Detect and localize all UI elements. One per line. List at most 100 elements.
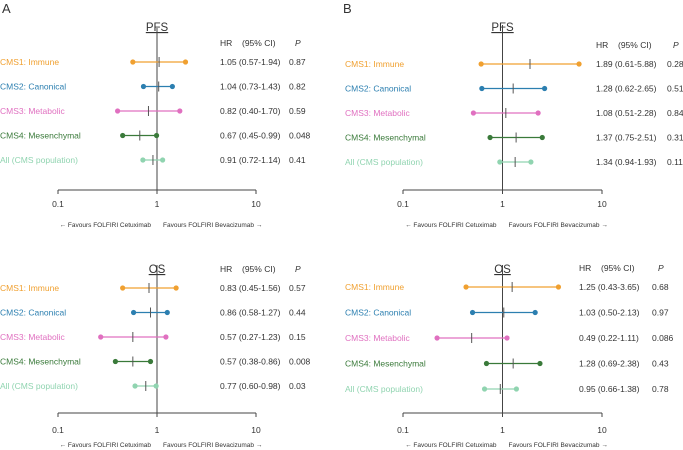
chart-a-os-header-ci: (95% CI) bbox=[242, 264, 276, 274]
chart-a-os-cms1-hr-text: 0.83 (0.45-1.56) bbox=[220, 283, 281, 293]
chart-b-os-all-p-value: 0.78 bbox=[652, 384, 669, 394]
chart-b-os-cms3-ci-upper bbox=[504, 335, 510, 341]
chart-a-os-tick-label: 0.1 bbox=[52, 425, 64, 435]
chart-a-os-cms3-label: CMS3: Metabolic bbox=[0, 332, 65, 342]
chart-b-pfs-cms4-label: CMS4: Mesenchymal bbox=[345, 133, 426, 143]
chart-b-pfs-header-ci: (95% CI) bbox=[618, 40, 652, 50]
chart-a-os-cms2-p-value: 0.44 bbox=[289, 308, 306, 318]
chart-b-pfs-cms3-ci-upper bbox=[535, 110, 541, 116]
chart-a-os-cms1-ci-lower bbox=[120, 285, 126, 291]
chart-b-pfs-cms2-ci-lower bbox=[479, 85, 485, 92]
chart-b-os-cms2-label: CMS2: Canonical bbox=[345, 308, 411, 318]
chart-a-pfs-favours-right: Favours FOLFIRI Bevacizumab → bbox=[163, 222, 262, 229]
panel-letter-a: A bbox=[2, 1, 11, 16]
chart-a-os-cms3-ci-lower bbox=[98, 334, 104, 340]
chart-a-pfs-cms1-label: CMS1: Immune bbox=[0, 57, 59, 67]
chart-b-pfs-tick-label: 10 bbox=[597, 199, 607, 209]
panel-letter-b: B bbox=[343, 1, 352, 16]
chart-a-os-cms4-ci-lower bbox=[112, 358, 118, 365]
chart-a-pfs-cms2-label: CMS2: Canonical bbox=[0, 82, 66, 92]
chart-b-os-cms1-hr-text: 1.25 (0.43-3.65) bbox=[579, 282, 640, 292]
chart-a-pfs-cms4-label: CMS4: Mesenchymal bbox=[0, 131, 81, 141]
chart-a-os-cms2-label: CMS2: Canonical bbox=[0, 308, 66, 318]
chart-b-os-tick-label: 0.1 bbox=[397, 425, 409, 435]
chart-b-pfs-favours-right: Favours FOLFIRI Bevacizumab → bbox=[509, 222, 608, 229]
chart-b-os-favours-left: ← Favours FOLFIRI Cetuximab bbox=[405, 442, 497, 449]
chart-a-os-cms4-ci-upper bbox=[147, 358, 154, 365]
chart-b-os-cms3-label: CMS3: Metabolic bbox=[345, 333, 410, 343]
chart-b-os-header-hr: HR bbox=[579, 263, 591, 273]
chart-b-pfs-cms1-label: CMS1: Immune bbox=[345, 59, 404, 69]
chart-a-os-all-p-value: 0.03 bbox=[289, 381, 306, 391]
chart-b-pfs-cms3-label: CMS3: Metabolic bbox=[345, 108, 410, 118]
chart-b-os-cms1-label: CMS1: Immune bbox=[345, 282, 404, 292]
chart-a-os-cms4-hr-text: 0.57 (0.38-0.86) bbox=[220, 357, 281, 367]
chart-a-pfs-cms2-ci-lower bbox=[140, 83, 147, 90]
chart-b-pfs-cms2-label: CMS2: Canonical bbox=[345, 84, 411, 94]
chart-b-os-cms3-p-value: 0.086 bbox=[652, 333, 674, 343]
chart-b-pfs-header-hr: HR bbox=[596, 40, 608, 50]
chart-a-os-tick-label: 10 bbox=[251, 425, 261, 435]
chart-b-pfs-cms4-p-value: 0.31 bbox=[667, 133, 683, 143]
chart-b-pfs-cms1-ci-upper bbox=[576, 61, 582, 67]
chart-b-os-cms4-ci-lower bbox=[483, 360, 490, 367]
chart-a-os-cms3-p-value: 0.15 bbox=[289, 332, 306, 342]
chart-a-os-cms2-hr-text: 0.86 (0.58-1.27) bbox=[220, 308, 281, 318]
chart-a-pfs-cms1-hr-text: 1.05 (0.57-1.94) bbox=[220, 57, 281, 67]
chart-b-os-cms2-p-value: 0.97 bbox=[652, 308, 669, 318]
chart-a-pfs-tick-label: 10 bbox=[251, 199, 261, 209]
chart-a-os-cms1-label: CMS1: Immune bbox=[0, 283, 59, 293]
chart-b-os-all-ci-upper bbox=[513, 386, 520, 392]
chart-b-pfs-cms3-hr-text: 1.08 (0.51-2.28) bbox=[596, 108, 657, 118]
chart-a-pfs-cms2-hr-text: 1.04 (0.73-1.43) bbox=[220, 82, 281, 92]
chart-b-os-cms4-hr-text: 1.28 (0.69-2.38) bbox=[579, 359, 640, 369]
chart-b-os-tick-label: 10 bbox=[597, 425, 607, 435]
chart-b-os-cms4-label: CMS4: Mesenchymal bbox=[345, 359, 426, 369]
chart-a-pfs-favours-left: ← Favours FOLFIRI Cetuximab bbox=[60, 222, 152, 229]
chart-a-os-header-p: P bbox=[295, 264, 301, 274]
chart-a-pfs-cms1-ci-upper bbox=[182, 59, 189, 65]
chart-b-pfs-cms4-ci-upper bbox=[539, 134, 545, 141]
chart-a-os-cms4-label: CMS4: Mesenchymal bbox=[0, 357, 81, 367]
chart-a-os-all-ci-lower bbox=[132, 383, 138, 389]
chart-a-os-cms1-p-value: 0.57 bbox=[289, 283, 306, 293]
chart-a-os-tick-label: 1 bbox=[155, 425, 160, 435]
chart-a-os-all-hr-text: 0.77 (0.60-0.98) bbox=[220, 381, 281, 391]
chart-b-os-cms1-ci-upper bbox=[555, 284, 562, 290]
chart-b-pfs-cms1-ci-lower bbox=[478, 61, 484, 67]
chart-a-pfs-all-ci-upper bbox=[160, 157, 166, 163]
chart-b-pfs-cms1-p-value: 0.28 bbox=[667, 59, 683, 69]
chart-a-pfs-cms2-ci-upper bbox=[169, 83, 175, 90]
chart-a-pfs-cms4-ci-lower bbox=[120, 132, 126, 139]
chart-a-os-cms3-ci-upper bbox=[163, 334, 169, 340]
chart-b-os-cms2-ci-upper bbox=[532, 309, 538, 316]
chart-b-pfs-cms2-hr-text: 1.28 (0.62-2.65) bbox=[596, 84, 657, 94]
chart-b-os-cms2-hr-text: 1.03 (0.50-2.13) bbox=[579, 308, 640, 318]
chart-a-pfs-cms3-hr-text: 0.82 (0.40-1.70) bbox=[220, 106, 281, 116]
chart-b-pfs-cms3-ci-lower bbox=[470, 110, 477, 116]
chart-a-os-cms1-ci-upper bbox=[173, 285, 179, 291]
chart-b-pfs-tick-label: 1 bbox=[500, 199, 505, 209]
chart-b-pfs-cms4-hr-text: 1.37 (0.75-2.51) bbox=[596, 133, 657, 143]
chart-a-pfs-tick-label: 0.1 bbox=[52, 199, 64, 209]
chart-a-pfs-cms3-ci-upper bbox=[177, 108, 183, 114]
chart-a-os-favours-right: Favours FOLFIRI Bevacizumab → bbox=[163, 442, 262, 449]
chart-a-pfs-header-ci: (95% CI) bbox=[242, 38, 276, 48]
chart-b-os-favours-right: Favours FOLFIRI Bevacizumab → bbox=[509, 442, 608, 449]
chart-a-pfs-cms2-p-value: 0.82 bbox=[289, 82, 306, 92]
chart-a-pfs-cms4-hr-text: 0.67 (0.45-0.99) bbox=[220, 131, 281, 141]
chart-b-os-tick-label: 1 bbox=[500, 425, 505, 435]
chart-a-pfs-cms4-p-value: 0.048 bbox=[289, 131, 311, 141]
chart-a-pfs-all-hr-text: 0.91 (0.72-1.14) bbox=[220, 155, 281, 165]
chart-b-pfs-header-p: P bbox=[673, 40, 679, 50]
chart-b-pfs-cms3-p-value: 0.84 bbox=[667, 108, 683, 118]
chart-b-os-cms4-ci-upper bbox=[537, 360, 543, 367]
chart-b-os-cms3-ci-lower bbox=[434, 335, 440, 341]
chart-a-os-favours-left: ← Favours FOLFIRI Cetuximab bbox=[60, 442, 152, 449]
chart-a-os-all-ci-upper bbox=[153, 383, 159, 389]
chart-b-pfs-tick-label: 0.1 bbox=[397, 199, 409, 209]
chart-a-pfs-all-label: All (CMS population) bbox=[0, 155, 78, 165]
chart-b-pfs-cms4-ci-lower bbox=[487, 134, 493, 141]
chart-b-pfs-cms2-p-value: 0.51 bbox=[667, 84, 683, 94]
